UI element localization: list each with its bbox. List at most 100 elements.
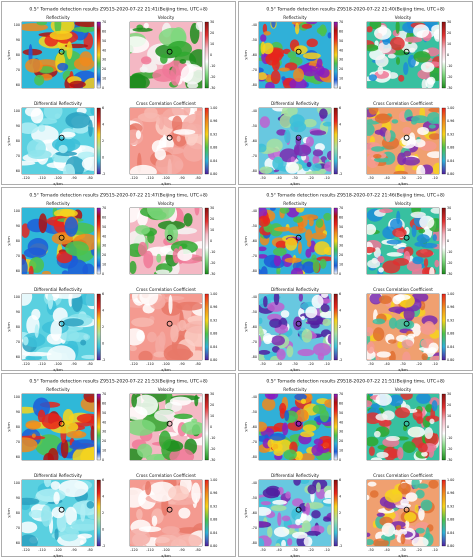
y-tick-label: 100 (14, 209, 20, 213)
radar-image (130, 22, 202, 88)
radar-echo (22, 122, 39, 134)
radar-echo (41, 270, 52, 274)
colorbar-tick-label: 0 (339, 86, 341, 90)
tornado-marker (166, 506, 173, 513)
radar-echo (50, 481, 61, 490)
radar-echo (374, 113, 391, 124)
x-tick-label: -20 (308, 176, 313, 180)
radar-echo (395, 22, 400, 34)
radar-echo (432, 234, 437, 242)
radar-echo (294, 22, 300, 35)
x-tick-label: -120 (22, 362, 29, 366)
colorbar-tick-label: 20 (210, 31, 214, 35)
colorbar-tick-label: 70 (102, 206, 106, 210)
colorbar-tick-label: -30 (447, 458, 452, 462)
radar-image (367, 294, 439, 360)
radar-echo (278, 67, 290, 72)
radar-echo (367, 246, 376, 254)
radar-echo (397, 447, 404, 460)
radar-echo (262, 23, 268, 34)
radar-echo (38, 124, 46, 132)
colorbar-tick-label: 0.84 (447, 159, 454, 163)
radar-echo (315, 482, 321, 493)
colorbar-tick-label: 0 (210, 239, 212, 243)
radar-image (130, 480, 202, 546)
radar-echo (281, 539, 286, 546)
tornado-marker (403, 48, 410, 55)
radar-echo (382, 226, 397, 240)
radar-echo (79, 540, 84, 545)
radar-echo (131, 394, 137, 408)
radar-echo (392, 295, 402, 305)
radar-echo (386, 239, 402, 245)
tornado-marker (166, 134, 173, 141)
radar-echo (51, 294, 82, 299)
colorbar-tick-label: -10 (210, 436, 215, 440)
radar-echo (301, 520, 311, 533)
radar-echo (402, 441, 416, 454)
radar-echo (136, 330, 145, 342)
radar-image (367, 108, 439, 174)
radar-echo (416, 416, 424, 425)
radar-echo (273, 247, 287, 257)
colorbar-tick-label: 60 (339, 215, 343, 219)
colorbar-tick-label: 0.96 (210, 491, 217, 495)
y-tick-label: -60 (252, 325, 257, 329)
radar-echo (36, 22, 48, 26)
subplot-title: Velocity (158, 15, 175, 20)
radar-echo (65, 241, 89, 257)
radar-image (259, 108, 331, 174)
radar-echo (369, 22, 382, 30)
radar-echo (420, 499, 433, 511)
radar-echo (403, 150, 412, 157)
radar-echo (367, 44, 379, 52)
radar-echo (378, 41, 392, 54)
radar-echo (259, 143, 267, 153)
colorbar (96, 21, 101, 89)
radar-echo (22, 534, 38, 546)
x-tick-label: -40 (276, 362, 281, 366)
radar-echo (151, 515, 158, 527)
radar-echo (25, 420, 41, 430)
tornado-marker (295, 420, 302, 427)
colorbar-tick-label: -10 (447, 64, 452, 68)
panel-title: 0.5° Tornado detection results Z9515-202… (29, 193, 208, 199)
radar-echo (22, 351, 52, 357)
x-tick-label: -50 (368, 176, 373, 180)
subplot-title: Reflectivity (46, 201, 70, 206)
colorbar-tick-label: 10 (339, 449, 343, 453)
radar-echo (377, 65, 384, 75)
x-tick-label: -40 (276, 176, 281, 180)
x-tick-label: -120 (130, 362, 137, 366)
colorbar-tick-label: 0.80 (210, 172, 217, 176)
radar-echo (300, 431, 315, 438)
radar-echo (372, 538, 389, 546)
radar-echo (321, 294, 329, 298)
colorbar-tick-label: 0.92 (447, 318, 454, 322)
radar-echo (405, 492, 418, 502)
y-tick-label: 60 (16, 83, 20, 87)
radar-echo (64, 216, 78, 237)
subplot-title: Reflectivity (283, 201, 307, 206)
y-tick-label: -60 (252, 139, 257, 143)
radar-echo (367, 494, 370, 501)
subplot-title: Velocity (158, 387, 175, 392)
radar-echo (388, 306, 407, 313)
radar-echo (412, 256, 424, 265)
y-tick-label: 70 (16, 254, 20, 258)
colorbar-tick-label: 60 (339, 29, 343, 33)
colorbar (441, 207, 446, 275)
subplot-title: Differential Reflectivity (34, 287, 82, 292)
radar-echo (408, 47, 416, 53)
radar-echo (130, 164, 157, 174)
radar-echo (23, 247, 47, 259)
colorbar-tick-label: 20 (339, 439, 343, 443)
subplot-title: Reflectivity (283, 15, 307, 20)
radar-echo (270, 70, 281, 85)
colorbar-tick-label: 0.88 (210, 518, 217, 522)
radar-echo (260, 266, 268, 274)
colorbar-tick-label: -20 (447, 261, 452, 265)
y-tick-label: 70 (16, 68, 20, 72)
radar-echo (277, 512, 282, 527)
radar-image (130, 294, 202, 360)
